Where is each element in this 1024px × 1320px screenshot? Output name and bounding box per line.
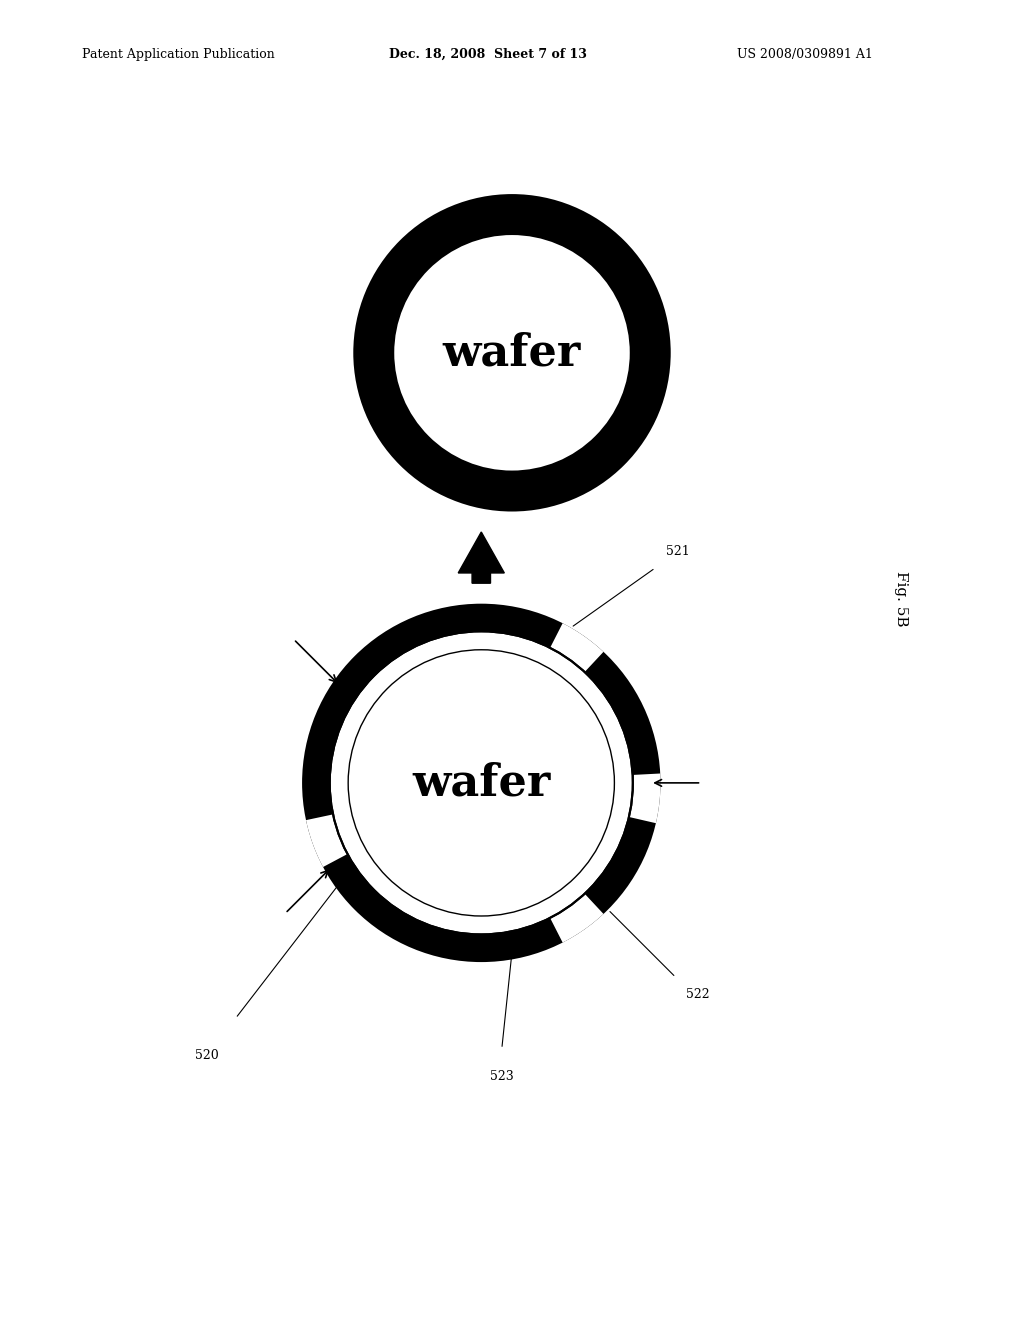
Text: US 2008/0309891 A1: US 2008/0309891 A1: [737, 48, 873, 61]
Polygon shape: [550, 894, 603, 942]
Text: Dec. 18, 2008  Sheet 7 of 13: Dec. 18, 2008 Sheet 7 of 13: [389, 48, 587, 61]
Polygon shape: [458, 532, 504, 583]
Text: Patent Application Publication: Patent Application Publication: [82, 48, 274, 61]
Text: wafer: wafer: [412, 762, 551, 804]
Polygon shape: [306, 814, 347, 867]
Text: 520: 520: [195, 1049, 218, 1063]
Circle shape: [330, 631, 633, 935]
Text: 523: 523: [489, 1069, 514, 1082]
Circle shape: [353, 194, 671, 512]
Text: 521: 521: [666, 545, 689, 557]
Text: wafer: wafer: [442, 331, 582, 375]
Text: 522: 522: [686, 987, 710, 1001]
Polygon shape: [629, 774, 660, 824]
Polygon shape: [550, 623, 603, 672]
Circle shape: [348, 649, 614, 916]
Circle shape: [394, 235, 630, 470]
Text: Fig. 5B: Fig. 5B: [894, 570, 908, 626]
Circle shape: [302, 603, 660, 962]
